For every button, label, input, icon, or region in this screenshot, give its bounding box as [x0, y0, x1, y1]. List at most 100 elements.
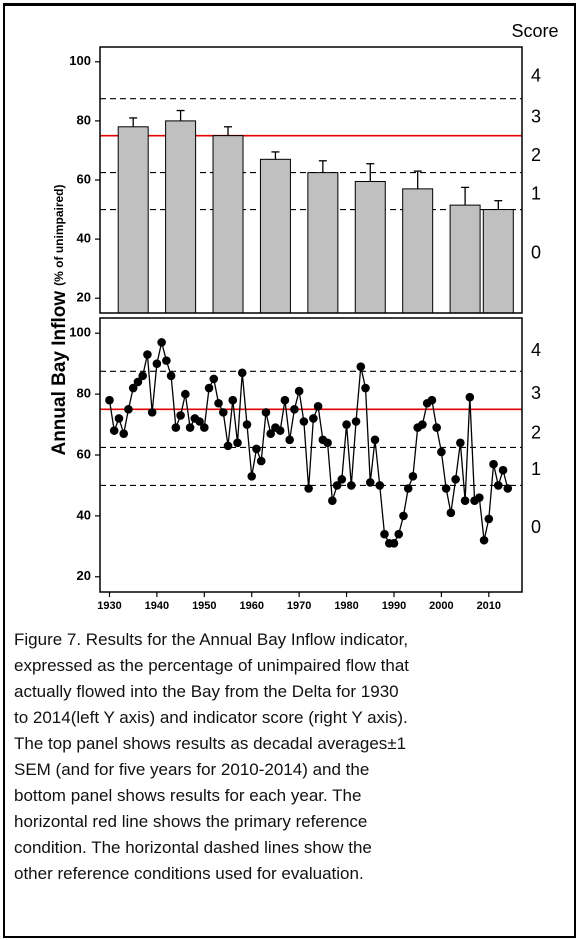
data-point	[223, 441, 233, 451]
data-point	[242, 420, 252, 429]
data-point	[313, 401, 323, 411]
data-point	[200, 423, 209, 432]
y2-tick-label: 1	[531, 184, 541, 204]
y-tick-label: 40	[77, 507, 91, 522]
data-point	[214, 398, 223, 408]
data-point	[394, 529, 404, 539]
data-point	[209, 374, 219, 384]
x-tick-label: 2010	[477, 600, 501, 610]
data-point	[147, 408, 157, 417]
y-label-unit: (% of unimpaired)	[52, 184, 66, 285]
chart: Annual Bay Inflow (% of unimpaired) Score…	[49, 21, 559, 610]
x-tick-label: 1990	[382, 600, 406, 610]
caption-line: condition. The horizontal dashed lines s…	[14, 838, 372, 857]
data-point	[451, 475, 460, 484]
caption-line: to 2014(left Y axis) and indicator score…	[14, 708, 408, 727]
data-point	[176, 411, 185, 420]
data-point	[290, 405, 299, 414]
data-point	[280, 395, 290, 405]
plot-frame	[99, 317, 523, 593]
x-tick-label: 1960	[239, 600, 263, 610]
data-point	[389, 538, 399, 548]
data-point	[342, 420, 351, 429]
data-point	[460, 496, 470, 505]
bar	[354, 180, 386, 314]
caption-line: other reference conditions used for eval…	[14, 864, 364, 883]
bar	[307, 172, 339, 314]
data-point	[427, 395, 437, 405]
x-tick-label: 1950	[192, 600, 216, 610]
bar	[259, 158, 291, 314]
data-point	[171, 423, 181, 432]
y2-tick-label: 3	[531, 383, 541, 403]
data-point	[493, 481, 503, 490]
x-tick-label: 1980	[334, 600, 358, 610]
data-point	[152, 359, 162, 368]
data-point	[351, 417, 361, 426]
data-point	[328, 496, 337, 505]
data-point	[484, 514, 494, 524]
data-point	[185, 423, 195, 432]
caption-line: expressed as the percentage of unimpaire…	[14, 656, 410, 675]
caption-line: horizontal red line shows the primary re…	[14, 812, 368, 831]
data-point	[399, 511, 408, 521]
data-point	[304, 484, 313, 493]
y-tick-label: 60	[77, 171, 91, 186]
data-point	[408, 472, 418, 481]
data-point	[181, 389, 190, 399]
bar	[449, 204, 481, 314]
data-point	[403, 484, 413, 493]
x-tick-label: 1930	[97, 600, 121, 610]
data-point	[294, 386, 304, 396]
data-point	[418, 420, 427, 429]
data-point	[347, 481, 356, 490]
data-point	[380, 529, 389, 539]
data-point	[309, 414, 318, 423]
caption-line: Figure 7. Results for the Annual Bay Inf…	[14, 630, 409, 649]
y2-tick-label: 2	[531, 145, 541, 165]
data-point	[285, 435, 294, 445]
data-point	[503, 484, 513, 493]
bar	[482, 209, 514, 314]
bar	[212, 135, 244, 314]
data-point	[475, 493, 484, 502]
data-point	[157, 338, 166, 347]
bar	[117, 126, 149, 314]
y2-tick-label: 4	[531, 65, 541, 85]
data-point	[456, 438, 465, 448]
y-tick-label: 40	[77, 231, 91, 246]
data-point	[114, 414, 124, 423]
y2-axis-title: Score	[511, 21, 558, 41]
data-point	[446, 508, 456, 518]
bar	[165, 120, 197, 314]
data-point	[299, 417, 309, 426]
data-point	[479, 535, 489, 545]
data-point	[237, 368, 247, 378]
y-tick-label: 20	[77, 568, 91, 583]
y-axis-title: Annual Bay Inflow (% of unimpaired)	[49, 184, 70, 455]
data-point	[109, 426, 119, 435]
y-tick-label: 100	[69, 53, 91, 68]
data-point	[361, 383, 370, 393]
x-tick-label: 1970	[287, 600, 311, 610]
y-tick-label: 80	[77, 112, 91, 127]
data-point	[138, 371, 147, 381]
data-point	[119, 429, 129, 438]
data-point	[441, 484, 451, 493]
data-point	[162, 356, 171, 365]
data-point	[218, 408, 228, 417]
data-point	[128, 383, 138, 393]
caption-line: actually flowed into the Bay from the De…	[14, 682, 399, 701]
x-tick-label: 2000	[429, 600, 453, 610]
y2-tick-label: 0	[531, 517, 541, 537]
data-point	[143, 350, 152, 359]
y2-tick-label: 1	[531, 459, 541, 479]
data-point	[498, 465, 508, 475]
data-point	[105, 395, 114, 405]
data-point	[370, 435, 380, 445]
data-point	[375, 481, 385, 490]
caption-line: SEM (and for five years for 2010-2014) a…	[14, 760, 370, 779]
data-point	[356, 362, 366, 372]
data-point	[228, 395, 238, 405]
y-tick-label: 100	[69, 325, 91, 340]
